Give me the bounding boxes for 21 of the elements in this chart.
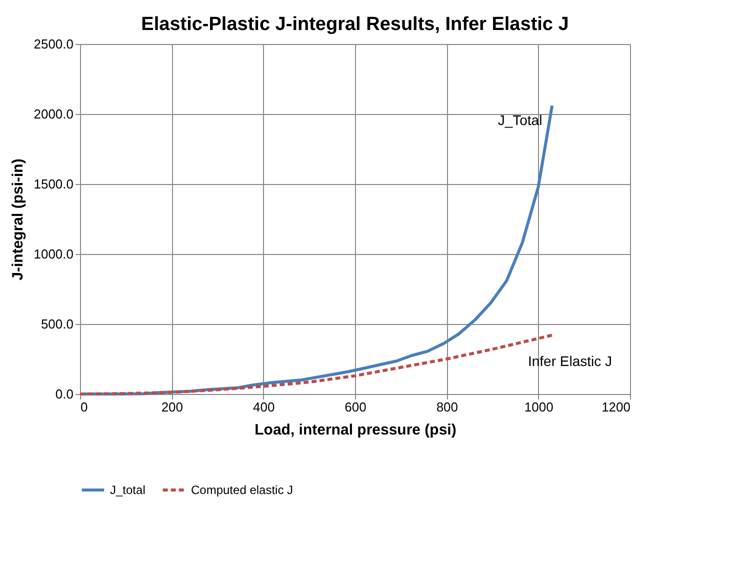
x-tick-label: 800: [436, 400, 458, 414]
y-tick-label: 2500.0: [34, 36, 74, 52]
x-tick-label: 200: [161, 400, 184, 414]
x-tick-label: 1200: [602, 400, 630, 414]
annotation: Infer Elastic J: [528, 353, 612, 369]
y-tick-label: 1000.0: [34, 246, 74, 262]
legend-label: J_total: [110, 483, 146, 497]
x-tick-label: 400: [252, 400, 275, 414]
x-tick-label: 1000: [524, 400, 554, 414]
y-tick-label: 1500.0: [34, 176, 74, 192]
y-tick-label: 0.0: [55, 386, 74, 402]
y-tick-label: 500.0: [40, 316, 74, 332]
chart-title: Elastic-Plastic J-integral Results, Infer Elastic J: [141, 14, 569, 35]
x-axis-title: Load, internal pressure (psi): [254, 422, 456, 438]
annotation: J_Total: [498, 112, 542, 128]
legend-label: Computed elastic J: [191, 483, 294, 497]
x-tick-label: 0: [80, 400, 88, 414]
y-tick-label: 2000.0: [34, 106, 74, 122]
y-axis-title: J-integral (psi-in): [10, 158, 27, 280]
line-series: [78, 334, 554, 396]
x-tick-label: 600: [344, 400, 366, 414]
